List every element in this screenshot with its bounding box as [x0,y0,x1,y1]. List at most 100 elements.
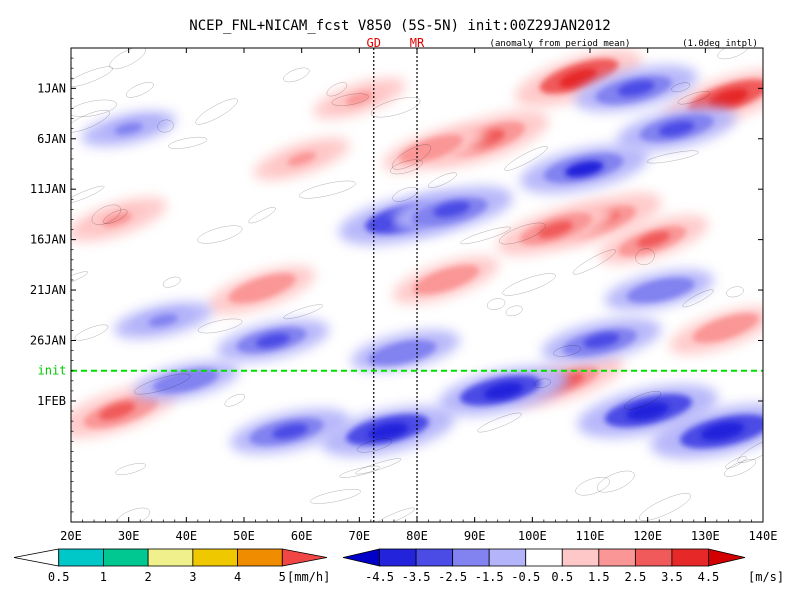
wind-colorbar-label: -0.5 [511,570,540,584]
contour-line [74,324,109,341]
contour-line [724,459,757,477]
contour-line [635,248,655,266]
precip-colorbar-label: 2 [145,570,152,584]
anomaly-blob-peak [658,121,695,137]
precip-colorbar-segment [237,548,283,567]
wind-colorbar-segment [452,548,490,567]
contour-line [725,456,747,469]
chart-title: NCEP_FNL+NICAM_fcst V850 (5S-5N) init:00… [189,18,610,34]
precip-colorbar-label: 3 [189,570,196,584]
contour-line [197,225,243,244]
contour-line [504,146,548,171]
contour-line [71,66,114,87]
contour-line [390,159,423,175]
anomaly-blob-peak [708,88,748,108]
contour-line [283,67,310,83]
contour-line [248,207,276,224]
y-tick-label: 26JAN [30,333,66,347]
anomaly-field [71,49,763,459]
wind-colorbar-segment [379,548,417,567]
x-tick-label: 100E [518,529,547,543]
y-axis: 1JAN 6JAN 11JAN 16JAN 21JAN 26JAN 1FEB [30,47,763,523]
contour-line [726,286,744,298]
precip-colorbar-segment [192,548,238,567]
contour-line [428,172,457,188]
contour-line [596,470,635,493]
contour-line [197,318,243,334]
wind-colorbar-segment [525,548,563,567]
precip-colorbar-segment [147,548,194,567]
contour-line [310,489,361,504]
x-tick-label: 90E [464,529,486,543]
wind-colorbar-segment [634,548,673,567]
contour-line [71,99,117,117]
wind-colorbar-label: 4.5 [698,570,720,584]
precip-colorbar: 0.5 1 2 3 4 5 [13,548,328,584]
contour-line [575,477,610,496]
y-tick-label: 16JAN [30,233,66,247]
wind-colorbar-segment [342,548,380,567]
contour-line [534,378,552,388]
contour-line [499,222,546,245]
contour-line [671,82,691,93]
precip-colorbar-label: 1 [100,570,107,584]
contour-line [115,463,146,475]
anomaly-blob-peak [255,333,290,348]
contour-line [71,185,105,204]
contour-line [109,48,146,70]
contour-line [331,93,369,106]
contour-line [717,48,749,60]
wind-colorbar-segment [671,548,709,567]
anomaly-blob-peak [245,282,278,298]
anomaly-blob-peak [99,402,136,420]
anomaly-blob-peak [433,201,471,218]
wind-colorbar-label: 3.5 [661,570,683,584]
precip-colorbar-segment [103,548,149,567]
wind-colorbar-segment [488,548,527,567]
x-tick-label: 70E [348,529,370,543]
anomaly-blob-peak [642,283,676,297]
contour-line [283,304,323,320]
contour-line [553,345,581,357]
wind-colorbar-label: -1.5 [475,570,504,584]
wind-colorbar-label: -2.5 [438,570,467,584]
x-tick-label: 60E [291,529,313,543]
anomaly-blob-peak [483,382,524,400]
contour-line [391,144,432,170]
marker-labels: GD MR [367,36,425,50]
anomaly-blob-peak [345,91,374,106]
contour-line [224,393,246,407]
contour-line [638,493,692,521]
contour-line [162,276,181,288]
y-tick-label: 1JAN [37,81,66,95]
precip-colorbar-segment [13,548,60,567]
contour-line [505,305,523,317]
chart-subtitle: (anomaly from period mean) [490,39,631,49]
anomaly-blob-peak [626,402,669,421]
wind-unit-label: [m/s] [748,570,784,584]
y-tick-label: 1FEB [37,394,66,408]
x-tick-label: 130E [691,529,720,543]
anomaly-blob-peak [583,332,620,349]
x-tick-label: 50E [233,529,255,543]
x-tick-label: 40E [175,529,197,543]
wind-colorbar-label: -3.5 [402,570,431,584]
contour-line [373,507,415,522]
wind-colorbar-segment [708,548,746,567]
precip-unit-label: [mm/h] [287,570,330,584]
anomaly-blob-peak [287,152,317,166]
x-tick-label: 140E [749,529,778,543]
wind-colorbar-segment [415,548,454,567]
contour-line [646,150,699,164]
x-tick-label: 110E [576,529,605,543]
precip-colorbar-segment [58,548,104,567]
anomaly-blob-peak [564,160,604,178]
contour-line [195,98,238,125]
plot-overlays [71,48,763,522]
x-tick-label: 80E [406,529,428,543]
marker-label: MR [410,36,425,50]
anomaly-blob-peak [537,221,573,239]
contour-line [339,465,380,478]
contour-line [486,298,506,310]
